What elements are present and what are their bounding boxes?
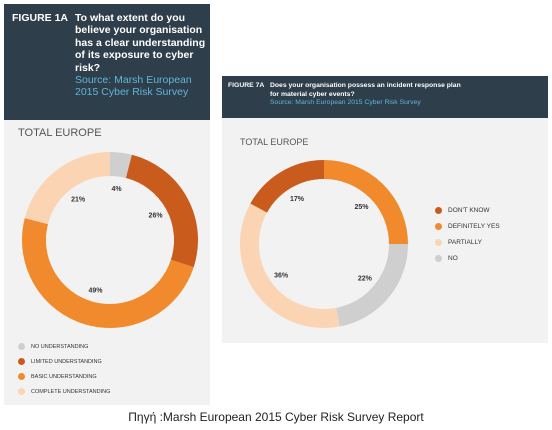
fig7a-slice-partially [240, 203, 340, 328]
fig7a-legend-item-definitely-yes: DEFINITELY YES [435, 223, 500, 230]
fig1a-slice-limited-understanding [125, 154, 198, 268]
fig1a-legend-swatch [18, 373, 25, 380]
fig7a-label-definitely-yes: 25% [354, 204, 369, 211]
fig1a-legend-swatch [18, 358, 25, 365]
fig1a-slice-basic-understanding [22, 218, 194, 328]
figure-1a-header: FIGURE 1A To what extent do you believe … [4, 4, 210, 120]
fig1a-legend-item-basic-understanding: BASIC UNDERSTANDING [18, 373, 97, 380]
fig1a-legend-item-limited-understanding: LIMITED UNDERSTANDING [18, 358, 102, 365]
fig1a-legend-swatch [18, 343, 25, 350]
fig1a-slice-no-understanding [109, 152, 132, 179]
fig7a-slice-no [335, 243, 408, 327]
fig7a-legend-item-no: NO [435, 255, 458, 262]
fig7a-legend-label: DON'T KNOW [448, 207, 490, 214]
fig1a-legend-swatch [18, 388, 25, 395]
fig1a-legend-item-no-understanding: NO UNDERSTANDING [18, 343, 88, 350]
fig1a-legend-label: COMPLETE UNDERSTANDING [31, 388, 111, 395]
figure-1a-source: Source: Marsh European 2015 Cyber Risk S… [75, 74, 192, 99]
fig7a-legend-label: DEFINITELY YES [448, 223, 500, 230]
fig7a-label-no: 22% [358, 275, 373, 282]
fig7a-label-partially: 36% [274, 273, 289, 280]
fig1a-legend-label: BASIC UNDERSTANDING [31, 373, 97, 380]
fig1a-label-basic-understanding: 49% [88, 287, 103, 294]
figure-1a-subtitle: TOTAL EUROPE [18, 127, 102, 139]
fig1a-label-complete-understanding: 21% [71, 196, 86, 203]
fig7a-label-don-t-know: 17% [290, 196, 305, 203]
fig7a-legend-swatch [435, 223, 442, 230]
figure-1a-label: FIGURE 1A [12, 12, 69, 24]
fig7a-slice-don-t-know [250, 160, 325, 213]
fig1a-label-no-understanding: 4% [111, 186, 122, 193]
figure-7a-title: Does your organisation possess an incide… [270, 82, 461, 98]
figure-7a-subtitle: TOTAL EUROPE [240, 137, 309, 147]
fig1a-legend-item-complete-understanding: COMPLETE UNDERSTANDING [18, 388, 110, 395]
fig7a-legend-swatch [435, 239, 442, 246]
figure-caption: Πηγή :Marsh European 2015 Cyber Risk Sur… [128, 410, 424, 424]
fig1a-label-limited-understanding: 26% [149, 212, 164, 219]
fig1a-legend-label: NO UNDERSTANDING [31, 343, 89, 350]
figure-7a-source: Source: Marsh European 2015 Cyber Risk S… [270, 99, 421, 107]
fig1a-legend-label: LIMITED UNDERSTANDING [31, 358, 102, 365]
fig1a-slice-complete-understanding [24, 152, 111, 225]
fig7a-legend-item-partially: PARTIALLY [435, 239, 482, 246]
fig7a-legend-label: NO [448, 255, 458, 262]
figure-7a-header: FIGURE 7A Does your organisation possess… [222, 76, 548, 118]
fig7a-legend-swatch [435, 255, 442, 262]
fig7a-legend-label: PARTIALLY [448, 239, 482, 246]
fig7a-slice-definitely-yes [323, 160, 408, 245]
figure-1a-title: To what extent do you believe your organ… [75, 12, 206, 74]
fig7a-legend-swatch [435, 207, 442, 214]
figure-7a-label: FIGURE 7A [228, 82, 265, 89]
fig7a-legend-item-don-t-know: DON'T KNOW [435, 207, 490, 214]
